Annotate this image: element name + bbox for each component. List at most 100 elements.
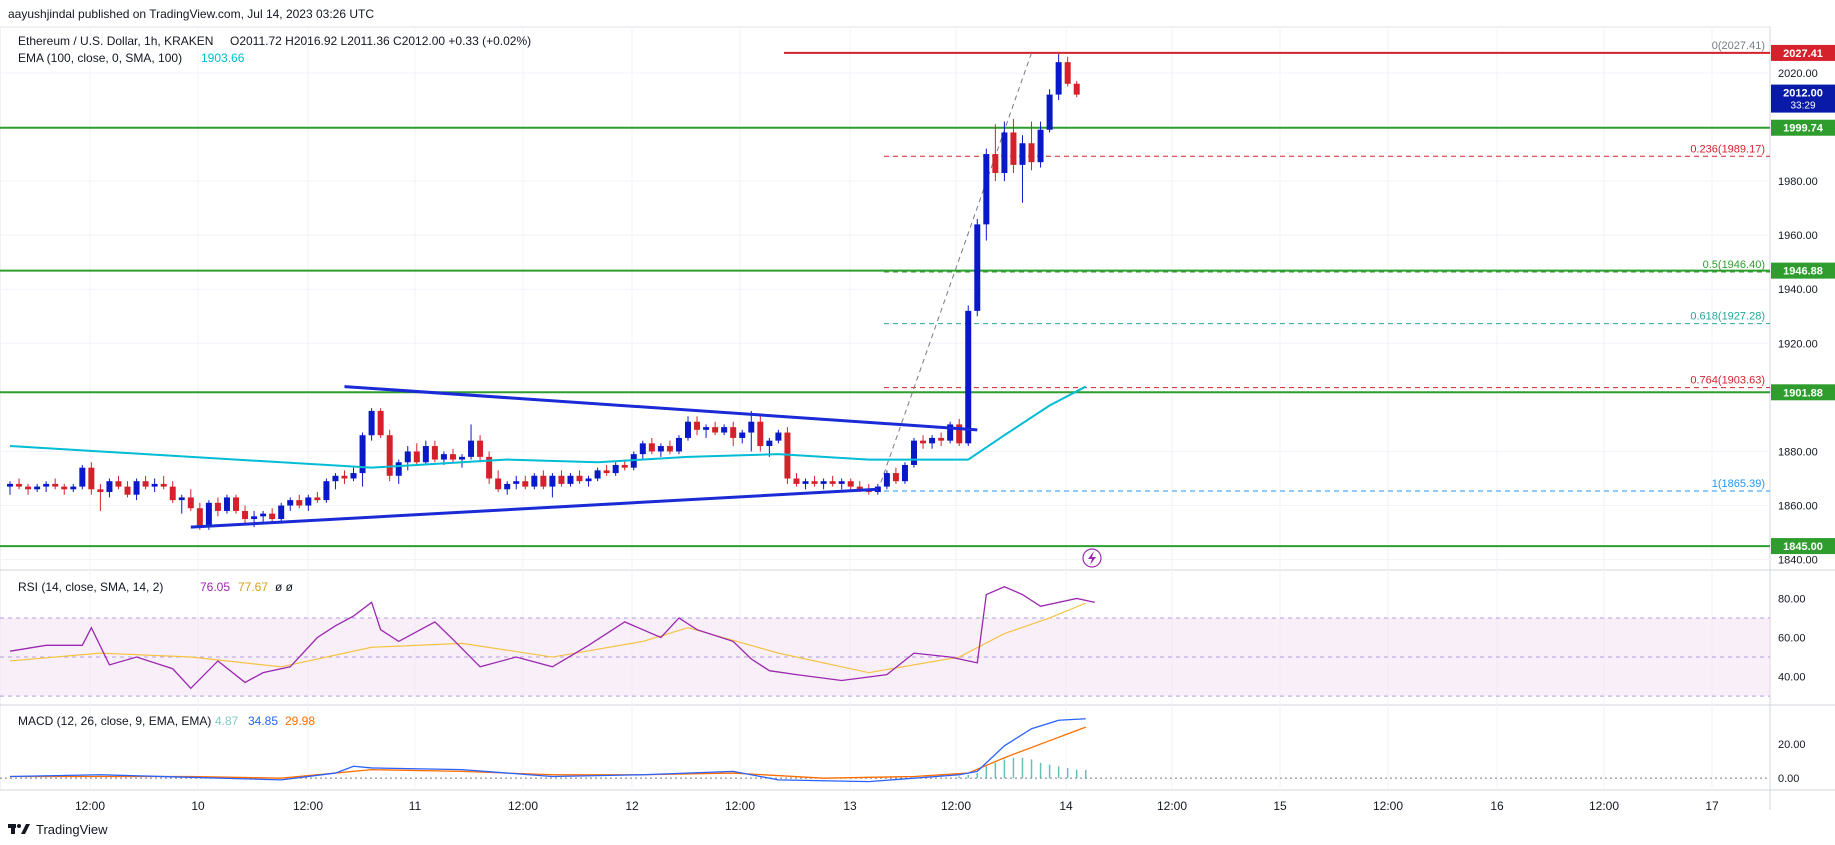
candle-body — [703, 427, 710, 430]
symbol-label: Ethereum / U.S. Dollar, 1h, KRAKEN — [18, 34, 213, 48]
footer-brand: TradingView — [36, 821, 108, 837]
candle-body — [820, 481, 827, 484]
trend-line — [344, 385, 978, 432]
price-label: 2027.41 — [1783, 48, 1823, 60]
candle-body — [603, 470, 610, 474]
candle-body — [1055, 62, 1062, 95]
candle-body — [1001, 132, 1008, 173]
candle-body — [829, 481, 836, 484]
y-tick-label: 1880.00 — [1778, 446, 1818, 458]
candle-body — [97, 489, 104, 493]
fibonacci-level-label: 0.764(1903.63) — [1690, 375, 1765, 387]
candle-body — [666, 446, 673, 452]
rsi-legend-label: RSI (14, close, SMA, 14, 2) — [18, 580, 163, 594]
x-tick-label: 12:00 — [293, 799, 323, 813]
candle-body — [7, 483, 13, 487]
macd-legend-label: MACD (12, 26, close, 9, EMA, EMA) — [18, 714, 211, 728]
candle-body — [585, 478, 592, 482]
x-tick-label: 12:00 — [508, 799, 538, 813]
candle-body — [34, 486, 41, 490]
price-label: 1946.88 — [1783, 266, 1823, 278]
candle-body — [657, 446, 664, 452]
candle-body — [43, 483, 50, 487]
candle-body — [983, 154, 990, 225]
candle-body — [341, 475, 348, 479]
candle-body — [929, 437, 936, 444]
fibonacci-level-label: 0.618(1927.28) — [1690, 311, 1765, 323]
y-tick-label: 1840.00 — [1778, 555, 1818, 567]
macd-line — [9, 718, 1086, 783]
candle-body — [269, 513, 276, 520]
candle-body — [594, 470, 601, 479]
candle-body — [793, 478, 800, 484]
candle-body — [115, 481, 122, 487]
candle-body — [721, 427, 728, 433]
candle-body — [1028, 143, 1035, 163]
candle-body — [205, 502, 212, 528]
main-pane: 0(2027.41) 0.236(1989.17) 0.5(1946.40) 0.61… — [0, 40, 1770, 548]
countdown-label: 33:29 — [1790, 101, 1815, 112]
candle-body — [1019, 143, 1026, 165]
candle-body — [305, 497, 312, 506]
x-tick-label: 12:00 — [725, 799, 755, 813]
y-tick-label: 1940.00 — [1778, 284, 1818, 296]
candle-body — [920, 440, 927, 444]
x-tick-label: 12 — [625, 799, 639, 813]
candle-body — [675, 437, 682, 452]
x-tick-label: 15 — [1273, 799, 1287, 813]
y-tick-label: 1920.00 — [1778, 338, 1818, 350]
macd-line-legend-value: 34.85 — [248, 714, 278, 728]
candle-body — [513, 481, 520, 484]
candle-body — [142, 481, 149, 487]
trend-line — [190, 487, 878, 529]
candle-body — [106, 481, 113, 493]
y-tick-label: 1960.00 — [1778, 230, 1818, 242]
candle-body — [25, 486, 32, 490]
price-label-box — [1771, 119, 1835, 136]
candle-body — [88, 467, 95, 490]
candle-body — [169, 486, 176, 501]
macd-pane — [0, 718, 1770, 783]
macd-tick-label: 0.00 — [1778, 773, 1799, 785]
candle-body — [504, 483, 511, 490]
candle-body — [296, 500, 303, 506]
macd-tick-label: 20.00 — [1778, 739, 1806, 751]
ema-legend-label: EMA (100, close, 0, SMA, 100) — [18, 51, 182, 65]
macd-hist-legend-value: 4.87 — [215, 714, 239, 728]
candle-body — [748, 421, 755, 433]
candle-body — [992, 154, 999, 173]
candle-body — [70, 486, 77, 490]
candle-body — [694, 421, 701, 430]
candle-body — [558, 475, 565, 484]
rsi-legend-value: 76.05 — [200, 580, 230, 594]
x-tick-label: 16 — [1490, 799, 1504, 813]
candle-body — [486, 456, 493, 479]
x-tick-label: 17 — [1705, 799, 1719, 813]
candle-body — [386, 435, 393, 476]
x-tick-label: 13 — [843, 799, 857, 813]
rsi-line — [9, 586, 1095, 690]
current-price-box — [1771, 84, 1835, 113]
candle-body — [1046, 94, 1053, 130]
candle-body — [965, 310, 972, 444]
candle-body — [151, 483, 158, 487]
candle-body — [712, 427, 719, 433]
current-price-label: 2012.00 — [1783, 88, 1823, 100]
candle-body — [79, 467, 86, 487]
lightning-icon[interactable] — [1082, 548, 1102, 568]
price-label: 1901.88 — [1783, 387, 1823, 399]
candle-body — [52, 483, 59, 487]
price-label-box — [1771, 384, 1835, 401]
x-tick-label: 11 — [409, 799, 422, 813]
candle-body — [739, 432, 746, 438]
candle-body — [892, 473, 899, 482]
candle-body — [178, 497, 185, 501]
candle-body — [440, 454, 447, 460]
x-tick-label: 12:00 — [75, 799, 105, 813]
rsi-sma-line — [9, 602, 1086, 674]
candle-body — [1064, 62, 1071, 84]
macd-signal-line — [10, 726, 1086, 779]
price-label-box — [1771, 262, 1835, 279]
candle-body — [956, 424, 963, 444]
